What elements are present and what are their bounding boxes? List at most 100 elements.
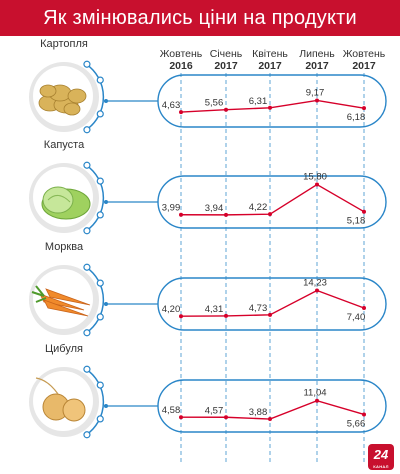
data-point [268,105,272,110]
x-tick-month: Жовтень [343,48,386,60]
data-point [224,415,228,420]
logo-text: 24 [373,447,389,462]
data-point [179,212,183,217]
cabbage-vein [47,195,71,203]
x-tick-month: Жовтень [160,48,203,60]
row-pill [157,175,387,229]
x-tick-year: 2017 [214,60,238,72]
row-pill [157,277,387,331]
icon-ring-dot [96,381,104,389]
icon-ring-dot [96,415,104,423]
data-point [179,110,183,115]
data-point [362,209,366,214]
icon-ring-dot [83,263,91,271]
row-pill [157,74,387,128]
carrot-root [43,299,89,317]
data-label: 4,63 [162,100,181,111]
legend-label: Капуста [44,139,85,151]
data-point [179,415,183,420]
data-label: 6,31 [249,96,268,107]
x-tick-month: Липень [299,48,335,60]
icon-ring-dot [96,177,104,185]
row-pill [157,379,387,433]
legend-label: Морква [45,241,84,253]
carrot-icon [31,285,91,317]
data-point [315,398,319,403]
onion-bulb [62,398,86,422]
x-tick-year: 2017 [352,60,376,72]
data-label: 4,22 [249,202,268,213]
data-label: 6,18 [347,112,366,123]
carrot-tops [31,285,47,303]
data-point [224,212,228,217]
data-label: 3,88 [249,407,268,418]
icon-ring-dot [96,76,104,84]
icon-ring-dot [83,227,91,235]
data-label: 15,80 [303,172,327,183]
page-title: Як змінювались ціни на продукти [43,6,357,29]
data-point [224,313,228,318]
data-point [179,314,183,319]
potato-shape [67,88,87,104]
data-point [268,212,272,217]
logo-subtext: КАНАЛ [373,464,389,469]
icon-ring-dot [83,329,91,337]
icon-ring-arc [85,368,105,436]
data-label: 11,04 [303,388,326,399]
carrot-root [39,293,85,311]
data-label: 3,94 [205,203,224,214]
onion-sprout [35,377,59,395]
icon-ring-dot [83,126,91,134]
data-label: 9,17 [306,87,325,98]
data-label: 4,20 [162,304,181,315]
data-label: 7,40 [347,312,366,323]
icon-ring-dot [96,313,104,321]
channel-logo: 24 КАНАЛ [368,444,394,470]
data-point [224,107,228,112]
data-label: 5,18 [347,216,366,227]
icon-ring-dot [83,431,91,439]
potato-shape [63,102,81,116]
potato-shape [39,84,57,98]
x-tick-month: Квітень [252,48,288,60]
data-label: 3,99 [162,203,181,214]
data-point [268,417,272,422]
icon-ring-arc [85,63,105,131]
data-label: 5,56 [205,98,224,109]
icon-ring-dot [83,161,91,169]
potato-icon [38,84,87,116]
carrot-root [45,288,91,306]
data-label: 4,31 [205,304,224,315]
row-connector-dot [104,99,108,103]
data-point [362,412,366,417]
data-point [315,288,319,293]
x-tick-year: 2016 [169,60,193,72]
cabbage-head [42,186,74,214]
cabbage-icon [41,186,91,220]
legend-label: Картопля [40,38,88,50]
data-label: 4,57 [205,405,224,416]
icon-ring-dot [83,365,91,373]
icon-ring-dot [96,279,104,287]
onion-icon [35,377,86,422]
data-point [362,106,366,111]
row-connector-dot [104,404,108,408]
data-point [362,306,366,311]
icon-ring-arc [85,164,105,232]
page-header: Як змінювались ціни на продукти [0,0,400,36]
row-connector-dot [104,200,108,204]
data-point [315,182,319,187]
legend-label: Цибуля [45,343,83,355]
icon-ring-dot [96,211,104,219]
icon-ring-dot [96,110,104,118]
x-tick-year: 2017 [258,60,282,72]
data-label: 14,23 [303,278,327,289]
row-connector-dot [104,302,108,306]
icon-ring-arc [85,266,105,334]
data-point [315,98,319,103]
data-label: 4,73 [249,303,268,314]
x-tick-year: 2017 [305,60,329,72]
x-tick-month: Січень [210,48,243,60]
data-label: 5,66 [347,418,366,429]
icon-ring-dot [83,60,91,68]
